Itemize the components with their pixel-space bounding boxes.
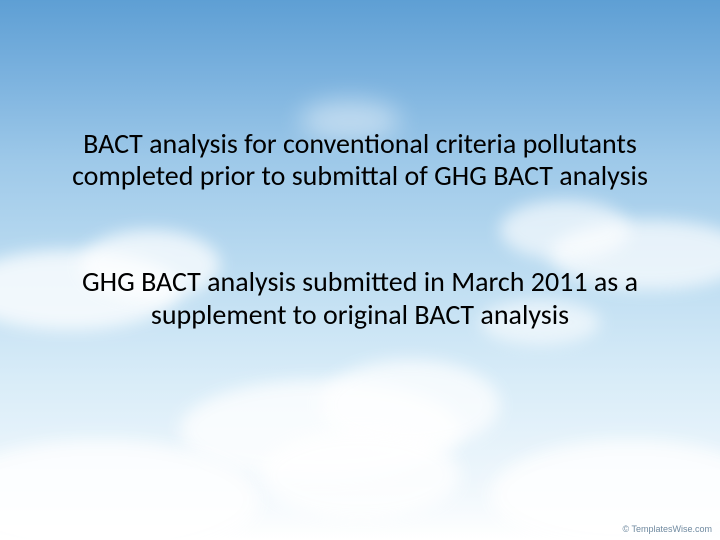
watermark-text: © TemplatesWise.com [623, 524, 713, 534]
paragraph-1: BACT analysis for conventional criteria … [60, 128, 660, 192]
slide-container: BACT analysis for conventional criteria … [0, 0, 720, 540]
slide-content: BACT analysis for conventional criteria … [0, 0, 720, 540]
paragraph-2: GHG BACT analysis submitted in March 201… [60, 266, 660, 330]
